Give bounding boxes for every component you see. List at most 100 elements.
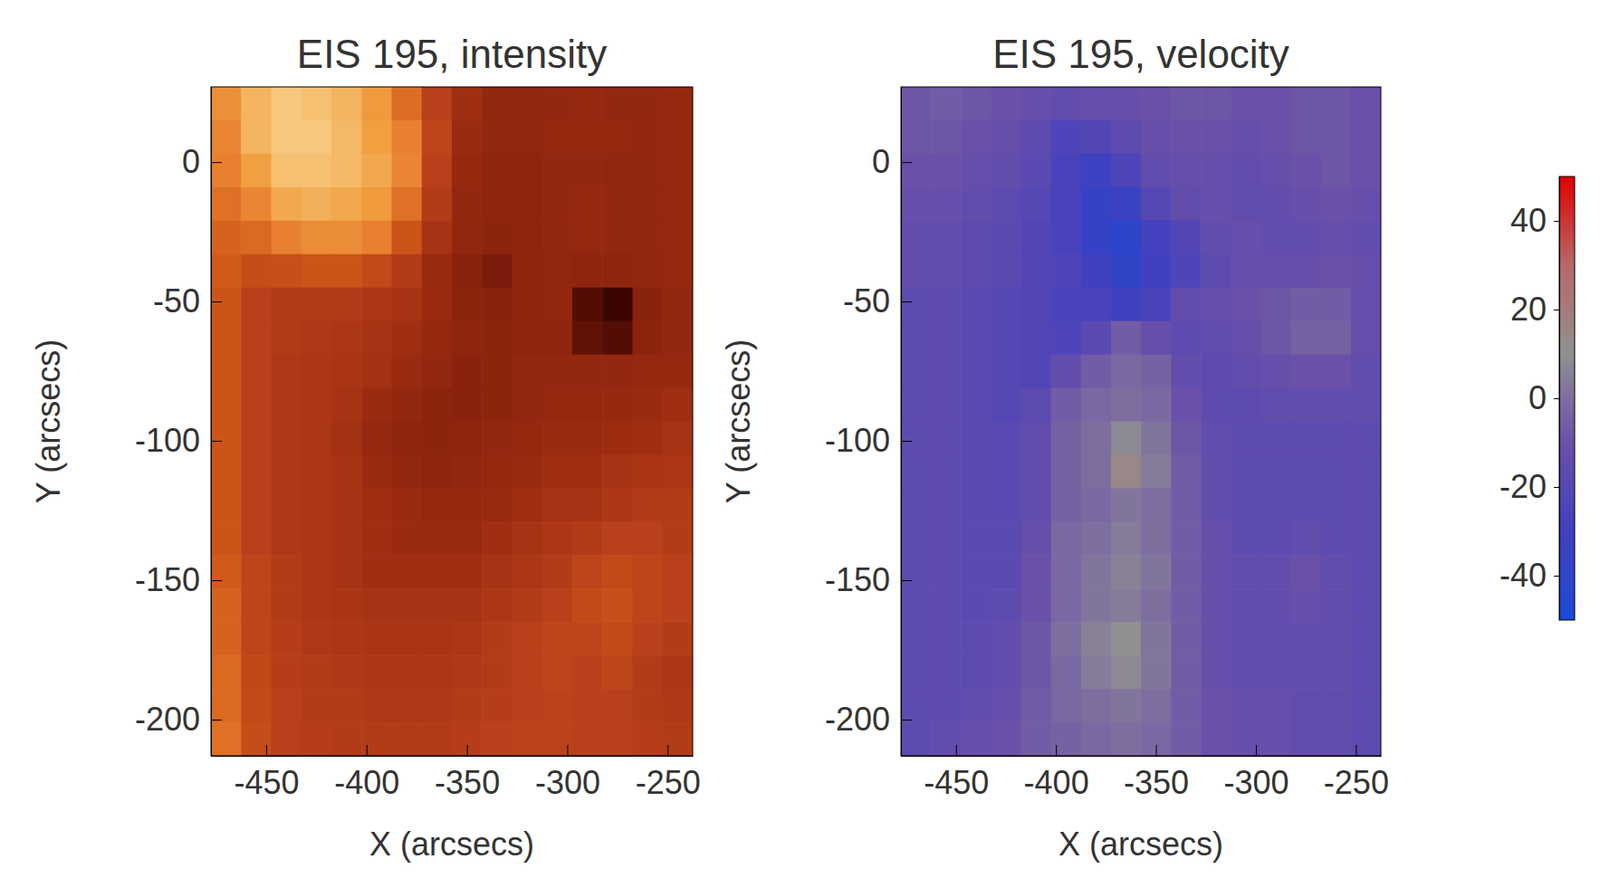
heatmap-cell (1170, 521, 1202, 556)
x-axis-title: X (arcsecs) (1058, 825, 1224, 863)
heatmap-cell (930, 254, 962, 289)
x-tick: -400 (1024, 745, 1090, 802)
heatmap-cell (1140, 187, 1172, 222)
y-tick-mark (900, 719, 912, 721)
heatmap-cell (271, 254, 303, 289)
heatmap-cell (210, 689, 242, 724)
heatmap-cell (930, 488, 962, 523)
heatmap-cell (602, 321, 633, 356)
heatmap-cell (1200, 254, 1232, 289)
heatmap-cell (990, 488, 1022, 523)
heatmap-cell (331, 454, 363, 489)
heatmap-cell (1081, 655, 1112, 690)
y-tick: -150 (134, 561, 222, 599)
heatmap-cell (271, 655, 303, 690)
heatmap-cell (301, 153, 333, 189)
heatmap-cell (1200, 153, 1232, 189)
heatmap-cell (990, 187, 1022, 222)
heatmap-cell (421, 321, 453, 356)
heatmap-cell (1261, 120, 1293, 155)
heatmap-cell (1321, 421, 1352, 457)
heatmap-cell (662, 488, 693, 523)
heatmap-cell (271, 488, 303, 523)
heatmap-cell (331, 421, 363, 457)
heatmap-cell (271, 454, 303, 489)
heatmap-cell (1111, 354, 1142, 390)
heatmap-cell (930, 689, 962, 724)
heatmap-cell (1140, 521, 1172, 556)
heatmap-cell (572, 454, 604, 489)
heatmap-cell (1170, 187, 1202, 222)
heatmap-cell (1291, 555, 1323, 590)
heatmap-cell (1140, 421, 1172, 457)
heatmap-cell (1051, 153, 1083, 189)
heatmap-cell (361, 555, 393, 590)
heatmap-cell (662, 689, 693, 724)
heatmap-cell (1140, 354, 1172, 390)
x-tick-mark (566, 745, 568, 757)
heatmap-cell (1291, 655, 1323, 690)
heatmap-cell (1291, 287, 1323, 323)
heatmap-cell (1321, 153, 1352, 189)
heatmap-cell (240, 321, 272, 356)
heatmap-cell (301, 421, 333, 457)
heatmap-cell (1021, 722, 1053, 757)
heatmap-cell (301, 655, 333, 690)
heatmap-cell (451, 220, 483, 256)
heatmap-cell (1350, 655, 1381, 690)
heatmap-cell (542, 454, 574, 489)
heatmap-cell (900, 588, 932, 623)
heatmap-cell (240, 287, 272, 323)
y-tick-mark (210, 301, 222, 303)
heatmap-cell (990, 622, 1022, 657)
x-tick-mark (1255, 745, 1257, 757)
heatmap-cell (1261, 187, 1293, 222)
heatmap-cell (271, 187, 303, 222)
heatmap-cell (990, 454, 1022, 489)
heatmap-cell (240, 488, 272, 523)
heatmap-cell (542, 655, 574, 690)
heatmap-cell (1261, 622, 1293, 657)
heatmap-cell (1051, 287, 1083, 323)
heatmap-cell (1021, 388, 1053, 423)
heatmap-cell (481, 454, 513, 489)
heatmap-cell (990, 521, 1022, 556)
heatmap-cell (1081, 555, 1112, 590)
heatmap-cell (361, 622, 393, 657)
heatmap-cell (481, 689, 513, 724)
heatmap-cell (572, 220, 604, 256)
heatmap-cell (900, 555, 932, 590)
heatmap-cell (421, 488, 453, 523)
heatmap-cell (421, 153, 453, 189)
heatmap-cell (451, 153, 483, 189)
heatmap-cell (1261, 454, 1293, 489)
heatmap-cell (632, 722, 664, 757)
heatmap-cell (1021, 689, 1053, 724)
heatmap-cell (1230, 622, 1262, 657)
heatmap-cell (900, 421, 932, 457)
x-tick: -300 (535, 745, 601, 802)
heatmap-cell (900, 86, 932, 122)
heatmap-cell (1291, 187, 1323, 222)
heatmap-cell (1111, 321, 1142, 356)
heatmap-cell (930, 287, 962, 323)
heatmap-cell (960, 220, 992, 256)
heatmap-cell (1321, 521, 1352, 556)
heatmap-cell (662, 220, 693, 256)
heatmap-cell (1170, 388, 1202, 423)
heatmap-cell (662, 86, 693, 122)
heatmap-cell (331, 287, 363, 323)
x-tick: -250 (1323, 745, 1390, 802)
heatmap-cell (1111, 388, 1142, 423)
heatmap-cell (572, 254, 604, 289)
heatmap-cell (1321, 287, 1352, 323)
heatmap-cell (512, 521, 544, 556)
heatmap-cell (1081, 421, 1112, 457)
heatmap-cell (990, 354, 1022, 390)
heatmap-cell (361, 588, 393, 623)
heatmap-cell (1261, 689, 1293, 724)
heatmap-cell (1111, 421, 1142, 457)
heatmap-cell (331, 722, 363, 757)
colorbar-tick-label: 0 (1528, 379, 1547, 417)
heatmap-cell (1350, 354, 1381, 390)
